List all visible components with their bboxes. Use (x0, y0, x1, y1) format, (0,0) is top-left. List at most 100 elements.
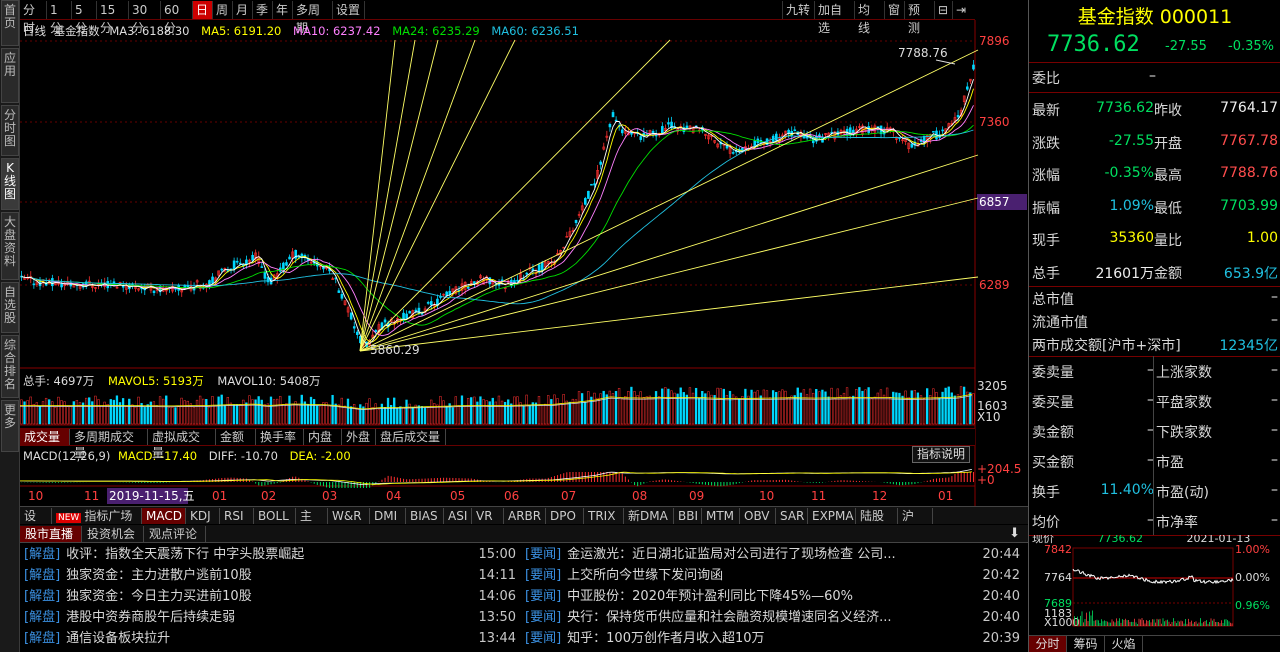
news-item[interactable]: [要闻] 央行：保持货币供应量和社会融资规模增速同名义经济... 20:40 (525, 607, 1020, 628)
news-item[interactable]: [要闻] 中亚股份：2020年预计盈利同比下降45%—60% 20:40 (525, 586, 1020, 607)
volume-bar (272, 399, 276, 425)
period-11[interactable]: 多周期 (293, 1, 333, 35)
period-1[interactable]: 1分 (47, 1, 72, 35)
indicator-tab-15[interactable]: 新DMA (624, 508, 674, 524)
news-tag: [要闻] (525, 547, 562, 562)
volume-bar (226, 397, 229, 425)
indicator-tab-2[interactable]: MACD (142, 508, 186, 524)
news-tab-0[interactable]: 股市直播 (20, 526, 82, 542)
period-4[interactable]: 30分 (129, 1, 161, 35)
left-nav-item-0[interactable]: 首页 (1, 0, 19, 46)
period-0[interactable]: 分时 (20, 1, 47, 35)
indicator-tab-20[interactable]: EXPMA (808, 508, 856, 524)
toolbar-btn-3[interactable]: 窗 (884, 1, 904, 19)
news-item[interactable]: [解盘] 收评：指数全天震荡下行 中字头股票崛起 15:00 (24, 544, 516, 565)
volume-bar (235, 404, 239, 425)
indicator-tab-14[interactable]: TRIX (584, 508, 624, 524)
kline-chart[interactable]: 7896 7360 6857 6289 7788.76 5860.29 3205 1603 X1… (20, 20, 1028, 510)
left-nav-item-4[interactable]: 大盘资料 (1, 212, 19, 280)
toolbar-btn-2[interactable]: 均线 (854, 1, 884, 35)
news-item[interactable]: [解盘] 港股中资券商股午后持续走弱 13:50 (24, 607, 516, 628)
volume-bar (556, 398, 559, 425)
news-item[interactable]: [解盘] 通信设备板块拉升 13:44 (24, 628, 516, 649)
indicator-tab-4[interactable]: RSI (220, 508, 254, 524)
left-nav-item-6[interactable]: 综合排名 (1, 335, 19, 398)
period-12[interactable]: 设置 (333, 1, 365, 19)
quote-datetime: 2021-01-13 (1186, 535, 1251, 545)
indicator-tab-5[interactable]: BOLL (254, 508, 296, 524)
period-2[interactable]: 5分 (72, 1, 97, 35)
volume-bar (685, 394, 689, 425)
volume-bar (559, 403, 562, 425)
mini-tab-2[interactable]: 火焰 (1105, 636, 1143, 652)
volume-bar (353, 404, 356, 425)
indicator-tab-21[interactable]: 陆股通 (856, 508, 898, 539)
news-item[interactable]: [解盘] 独家资金：主力进散户逃前10股 14:11 (24, 565, 516, 586)
toolbar-btn-0[interactable]: 九转 (782, 1, 814, 19)
indicator-tab-0[interactable]: 设置 (20, 508, 52, 539)
indicator-tab-9[interactable]: BIAS (406, 508, 444, 524)
volume-tab-4[interactable]: 换手率 (256, 429, 304, 445)
indicator-tab-11[interactable]: VR (472, 508, 504, 524)
news-tab-2[interactable]: 观点评论 (144, 526, 206, 542)
volume-tab-0[interactable]: 成交量 (20, 429, 70, 445)
period-3[interactable]: 15分 (97, 1, 129, 35)
left-nav-item-5[interactable]: 自选股 (1, 282, 19, 333)
volume-tab-3[interactable]: 金额 (216, 429, 256, 445)
volume-tab-6[interactable]: 外盘 (342, 429, 376, 445)
volume-bar (744, 388, 747, 425)
indicator-tab-18[interactable]: OBV (740, 508, 776, 524)
toolbar-btn-4[interactable]: 预测 (904, 1, 934, 35)
indicator-tab-16[interactable]: BBI (674, 508, 702, 524)
volume-tab-2[interactable]: 虚拟成交量 (148, 429, 216, 460)
stat-row: 均价 – 市净率 – (1032, 506, 1280, 537)
news-tab-1[interactable]: 投资机会 (82, 526, 144, 542)
download-icon[interactable]: ⬇ (1009, 526, 1020, 541)
indicator-tab-12[interactable]: ARBR (504, 508, 546, 524)
news-item[interactable]: [要闻] 上交所向今世缘下发问询函 20:42 (525, 565, 1020, 586)
stat-value: – (1147, 452, 1154, 468)
restore-icon[interactable]: ⊟ (934, 1, 952, 19)
period-5[interactable]: 60分 (161, 1, 193, 35)
chart-canvas[interactable]: 7896 7360 6857 6289 7788.76 5860.29 3205 1603X1… (20, 20, 1028, 510)
period-6[interactable]: 日 (193, 1, 213, 19)
indicator-tab-label: DMI (374, 509, 398, 523)
indicator-tab-10[interactable]: ASI (444, 508, 472, 524)
left-nav-item-7[interactable]: 更多 (1, 400, 19, 452)
left-nav-item-2[interactable]: 分时图 (1, 105, 19, 156)
indicator-tab-3[interactable]: KDJ (186, 508, 220, 524)
news-item[interactable]: [要闻] 金运激光：近日湖北证监局对公司进行了现场检查 公司... 20:44 (525, 544, 1020, 565)
date-axis-label: 01 (938, 489, 953, 503)
exit-icon[interactable]: ⇥ (952, 1, 970, 19)
toolbar-btn-1[interactable]: 加自选 (814, 1, 854, 35)
mini-tab-0[interactable]: 分时 (1029, 636, 1067, 652)
indicator-tab-22[interactable]: 沪股... (898, 508, 933, 539)
indicator-tab-17[interactable]: MTM (702, 508, 740, 524)
indicator-tab-13[interactable]: DPO (546, 508, 584, 524)
volume-bar (858, 387, 861, 425)
indicator-help-button[interactable]: 指标说明 (912, 446, 971, 463)
indicator-tab-6[interactable]: 主力 (296, 508, 328, 539)
indicator-tab-1[interactable]: NEW 指标广场 (52, 508, 142, 524)
volume-bar (713, 395, 716, 425)
period-7[interactable]: 周 (213, 1, 233, 19)
volume-bar (599, 393, 602, 425)
left-nav-item-1[interactable]: 应用 (1, 48, 19, 103)
left-nav-item-3[interactable]: K线图 (1, 158, 19, 210)
volume-bar (701, 391, 704, 425)
volume-tab-1[interactable]: 多周期成交量 (70, 429, 148, 460)
indicator-tab-7[interactable]: W&R (328, 508, 370, 524)
volume-tab-7[interactable]: 盘后成交量 (376, 429, 446, 445)
period-8[interactable]: 月 (233, 1, 253, 19)
volume-tab-5[interactable]: 内盘 (304, 429, 342, 445)
period-10[interactable]: 年 (273, 1, 293, 19)
indicator-tab-19[interactable]: SAR (776, 508, 808, 524)
news-item[interactable]: [解盘] 独家资金：今日主力买进前10股 14:06 (24, 586, 516, 607)
news-item[interactable]: [要闻] 知乎：100万创作者月收入超10万 20:39 (525, 628, 1020, 649)
period-9[interactable]: 季 (253, 1, 273, 19)
mini-tab-1[interactable]: 筹码 (1067, 636, 1105, 652)
indicator-tab-8[interactable]: DMI (370, 508, 406, 524)
volume-bar (214, 406, 217, 425)
column-divider (1153, 356, 1154, 535)
